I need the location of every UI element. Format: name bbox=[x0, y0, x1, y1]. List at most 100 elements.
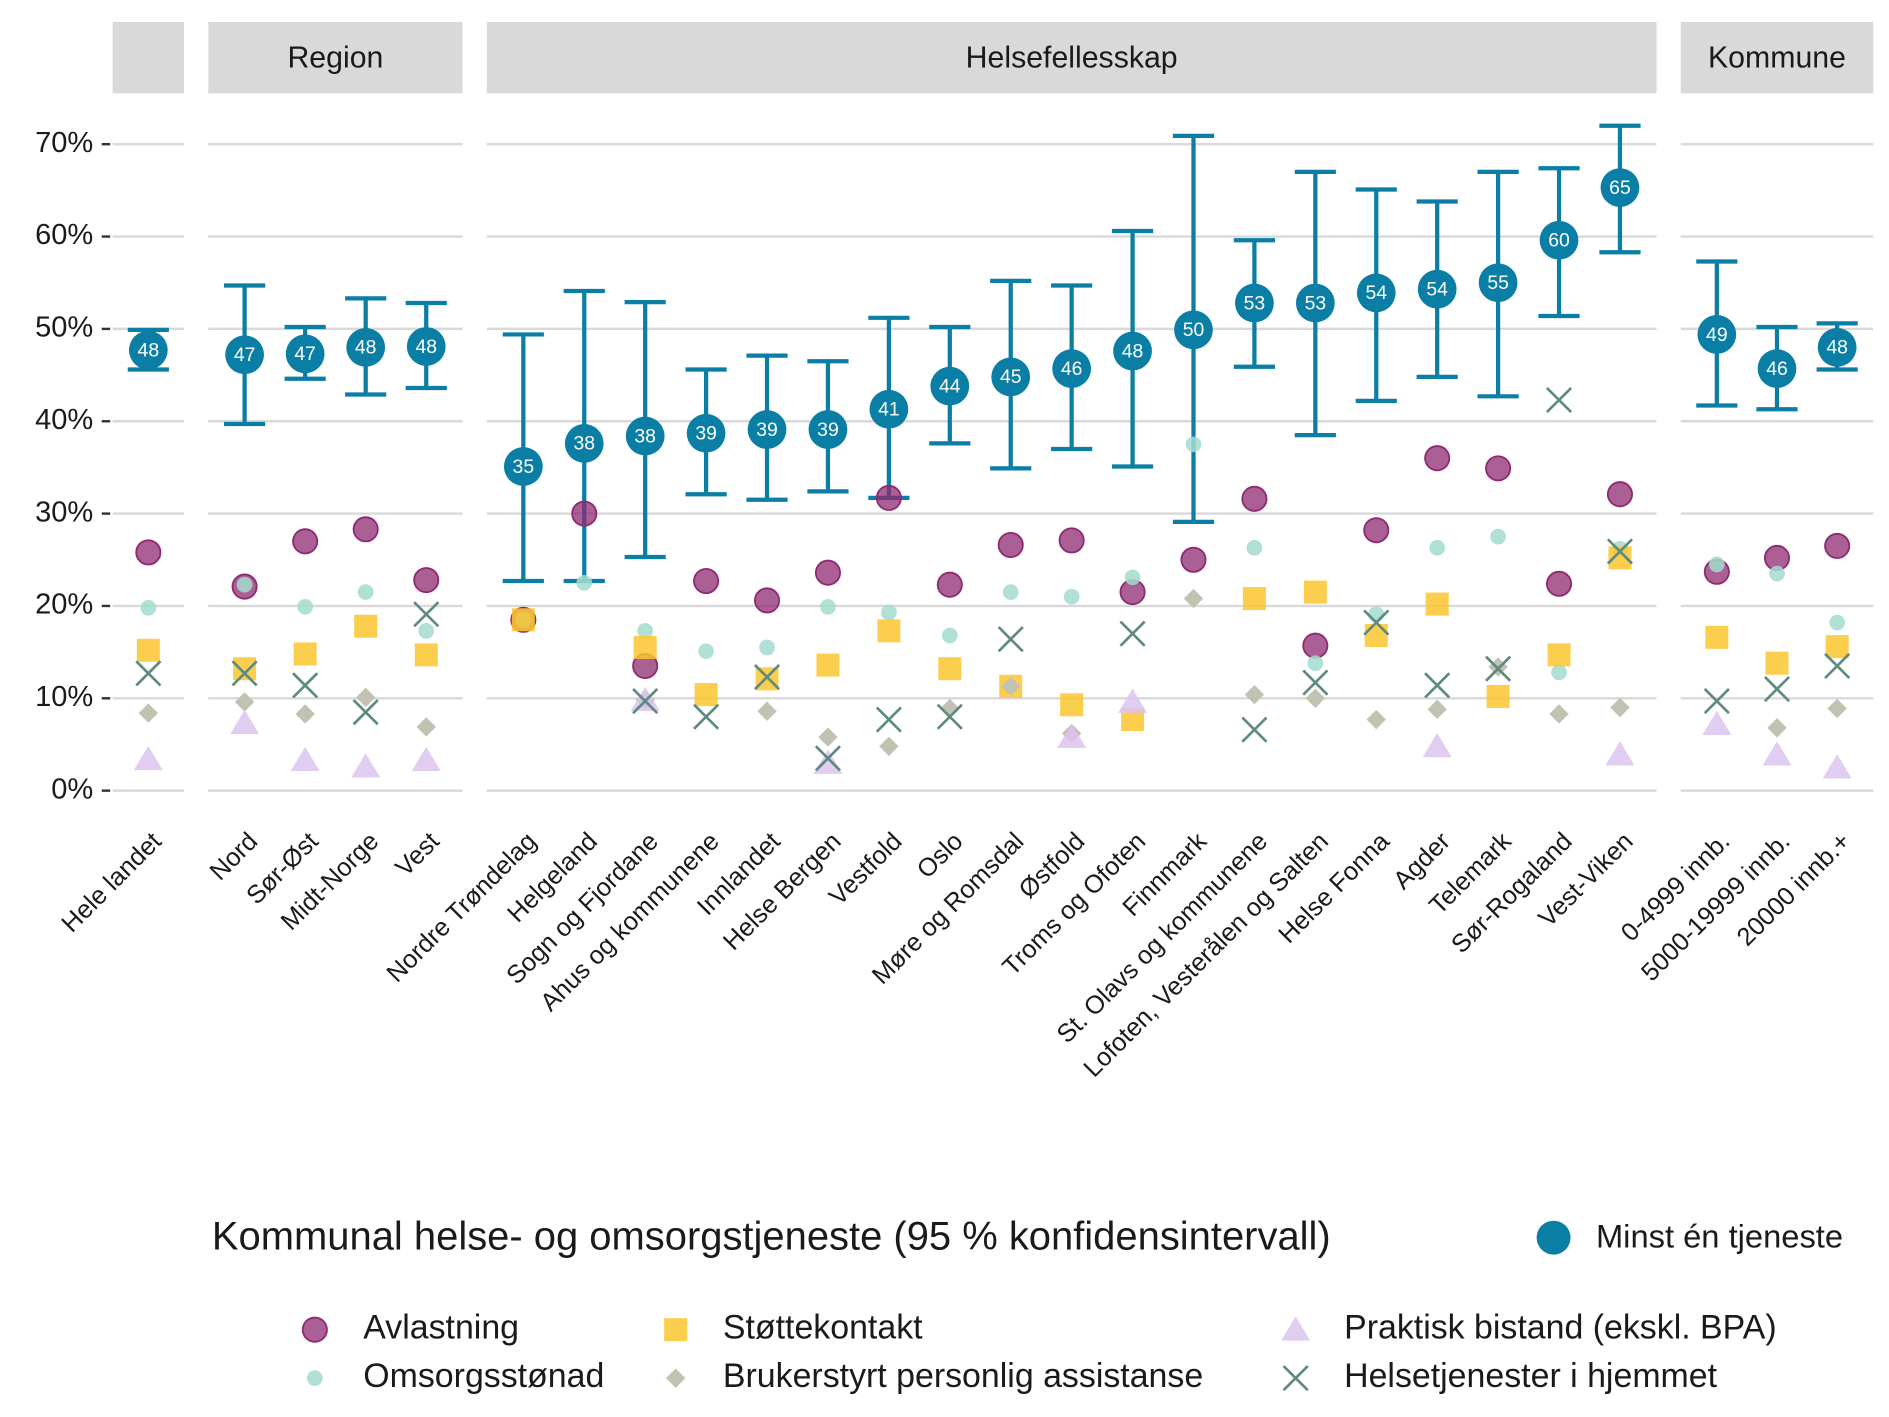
point bbox=[1425, 592, 1449, 616]
legend-item: Omsorgsstønad bbox=[306, 1357, 604, 1395]
point bbox=[1060, 693, 1084, 717]
point bbox=[293, 642, 317, 666]
point bbox=[414, 643, 438, 667]
point bbox=[625, 416, 665, 456]
point bbox=[136, 638, 160, 662]
point bbox=[1417, 269, 1457, 309]
value-label: 48 bbox=[138, 339, 160, 361]
point bbox=[413, 601, 440, 628]
point bbox=[1052, 349, 1092, 388]
legend-symbol bbox=[664, 1318, 688, 1342]
y-tick-label: 50% bbox=[35, 312, 93, 344]
point bbox=[991, 357, 1031, 397]
point bbox=[230, 709, 260, 735]
legend-item: Avlastning bbox=[301, 1309, 519, 1347]
point bbox=[1427, 699, 1447, 720]
point bbox=[1546, 570, 1573, 597]
legend-label: Omsorgsstønad bbox=[363, 1357, 604, 1395]
point bbox=[875, 706, 902, 733]
legend-symbol bbox=[1281, 1316, 1311, 1341]
point bbox=[1429, 539, 1446, 556]
point bbox=[1241, 485, 1268, 512]
strip-title: Helsefellesskap bbox=[966, 41, 1178, 74]
point bbox=[503, 447, 543, 486]
point bbox=[694, 683, 718, 707]
point bbox=[1702, 710, 1732, 736]
legend-symbol bbox=[301, 1316, 328, 1343]
point bbox=[632, 688, 659, 715]
legend-symbol bbox=[1536, 1220, 1571, 1255]
point bbox=[1606, 538, 1634, 565]
point bbox=[1610, 697, 1630, 718]
point bbox=[292, 528, 319, 555]
panel-strip bbox=[112, 21, 185, 94]
panel-strip bbox=[486, 21, 1657, 94]
point bbox=[1545, 386, 1573, 414]
legend-item: Praktisk bistand (ekskl. BPA) bbox=[1281, 1309, 1777, 1347]
point bbox=[564, 424, 604, 463]
point bbox=[1302, 669, 1329, 696]
point bbox=[576, 574, 593, 591]
point bbox=[693, 703, 720, 730]
legend-symbol bbox=[665, 1368, 686, 1388]
y-tick-label: 10% bbox=[35, 681, 93, 713]
point bbox=[869, 389, 909, 429]
value-label: 48 bbox=[355, 337, 377, 359]
y-tick-label: 40% bbox=[35, 404, 93, 436]
legend-item: Brukerstyrt personlig assistanse bbox=[665, 1357, 1203, 1395]
value-label: 35 bbox=[513, 456, 535, 478]
point bbox=[1767, 718, 1787, 738]
panel-strip bbox=[208, 21, 463, 94]
point bbox=[997, 626, 1024, 653]
legend-title: Kommunal helse- og omsorgstjeneste (95 %… bbox=[212, 1214, 1331, 1258]
point bbox=[1424, 672, 1451, 699]
point bbox=[1424, 445, 1451, 472]
value-label: 53 bbox=[1244, 292, 1266, 314]
point bbox=[814, 745, 842, 772]
point bbox=[1422, 732, 1452, 758]
point bbox=[411, 746, 441, 772]
point bbox=[1697, 315, 1737, 354]
point bbox=[1824, 532, 1851, 559]
point bbox=[877, 619, 901, 643]
strip-title: Kommune bbox=[1708, 41, 1846, 74]
legend-label: Praktisk bistand (ekskl. BPA) bbox=[1344, 1309, 1777, 1347]
value-label: 41 bbox=[878, 399, 900, 421]
value-label: 39 bbox=[756, 419, 778, 441]
point bbox=[1118, 688, 1148, 713]
point bbox=[140, 599, 157, 616]
point bbox=[128, 330, 168, 370]
point bbox=[930, 366, 970, 406]
point bbox=[1547, 643, 1571, 667]
point bbox=[1762, 741, 1792, 766]
point bbox=[346, 327, 386, 367]
value-label: 49 bbox=[1706, 324, 1728, 346]
value-label: 38 bbox=[573, 433, 595, 455]
point bbox=[1827, 698, 1847, 719]
value-label: 48 bbox=[1826, 337, 1848, 359]
point bbox=[1363, 517, 1390, 544]
point bbox=[1307, 655, 1324, 672]
point bbox=[1539, 220, 1579, 260]
point bbox=[818, 727, 838, 747]
point bbox=[1356, 273, 1396, 313]
value-label: 39 bbox=[817, 419, 839, 441]
point bbox=[693, 567, 720, 595]
legend-label: Minst én tjeneste bbox=[1596, 1218, 1843, 1255]
x-tick-label: Vest bbox=[390, 827, 445, 882]
point bbox=[820, 598, 836, 615]
value-label: 47 bbox=[294, 343, 316, 365]
x-tick-label: Hele landet bbox=[56, 827, 167, 938]
point bbox=[135, 660, 162, 687]
point bbox=[135, 539, 162, 566]
point bbox=[231, 660, 258, 687]
value-label: 47 bbox=[234, 344, 256, 366]
point bbox=[997, 531, 1024, 559]
point bbox=[1608, 546, 1632, 570]
point bbox=[814, 559, 841, 586]
panel-strip bbox=[1680, 21, 1874, 94]
point bbox=[1246, 539, 1263, 556]
legend-label: Støttekontakt bbox=[723, 1309, 923, 1347]
point bbox=[1551, 664, 1567, 681]
